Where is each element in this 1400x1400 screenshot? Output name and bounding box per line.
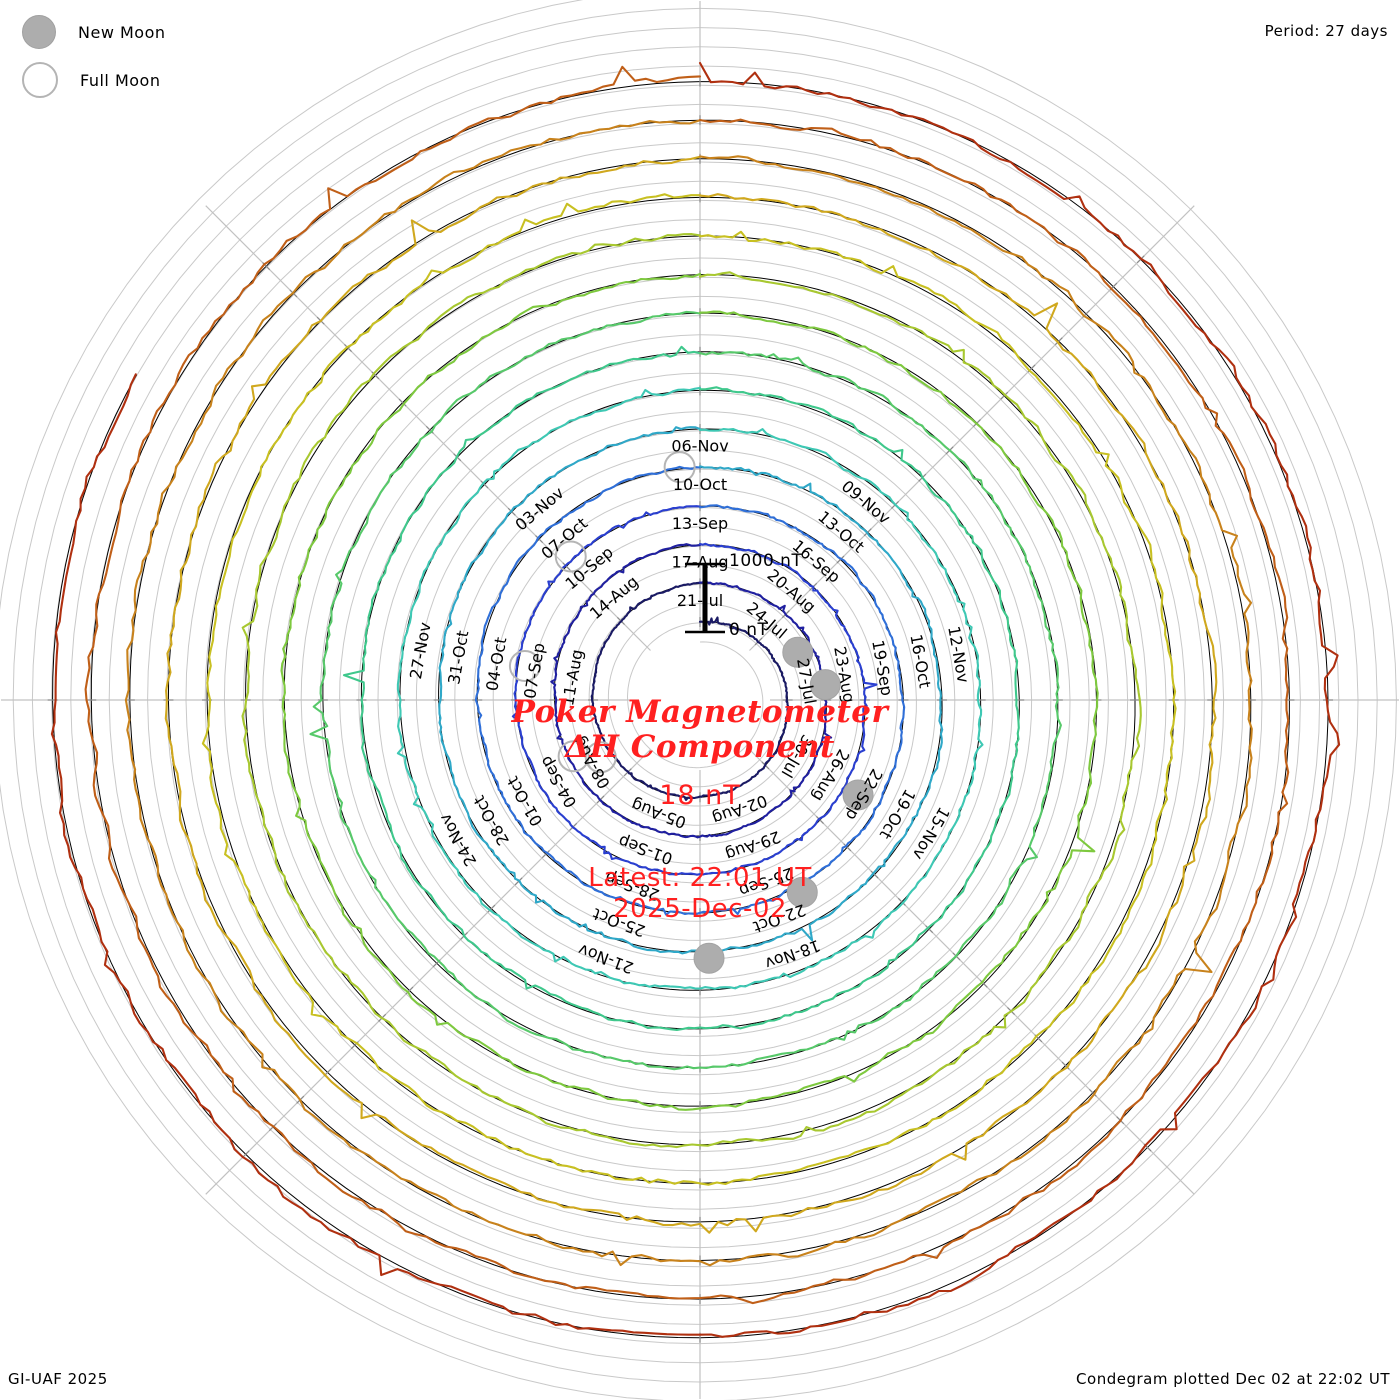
ring-date-label: 28-Sep [603, 868, 662, 905]
amplitude-scale-bar: 1000 nT 0 nT [663, 551, 863, 655]
ring-date-labels: 21-Jul 24-Jul27-Jul30-Jul02-Aug05-Aug08-A… [406, 437, 973, 978]
ring-date-label: 10-Sep [562, 543, 617, 594]
ring-date-label: 11-Aug [558, 648, 587, 707]
ring-date-label: 03-Nov [511, 483, 567, 534]
ring-date-label: 15-Nov [908, 804, 953, 863]
ring-date-label: 31-Oct [444, 629, 472, 686]
ring-date-label: 27-Nov [406, 621, 435, 681]
ring-date-label: 07-Oct [537, 514, 591, 563]
ring-date-label: 06-Nov [671, 437, 728, 456]
ring-date-label: 01-Sep [616, 831, 675, 868]
ring-date-label: 25-Oct [590, 904, 647, 940]
legend-item-full-moon: Full Moon [22, 56, 166, 104]
moon-phase-markers [508, 451, 874, 974]
ring-date-label: 30-Jul [777, 731, 817, 781]
ring-date-label: 21-Nov [576, 940, 636, 977]
scale-bar-glyph [685, 562, 725, 634]
ring-date-label: 21-Jul [677, 591, 723, 610]
magnetometer-traces [50, 61, 1341, 1338]
ring-date-label: 08-Aug [569, 733, 614, 792]
ring-date-label: 19-Sep [868, 639, 896, 698]
ring-date-label: 13-Sep [672, 514, 728, 533]
scale-max-label: 1000 nT [729, 551, 803, 571]
ring-date-label: 16-Oct [906, 633, 934, 690]
ring-date-label: 04-Oct [482, 636, 510, 693]
scale-min-label: 0 nT [729, 620, 769, 640]
ring-date-label: 10-Oct [673, 475, 727, 494]
footer-credit: GI-UAF 2025 [8, 1370, 108, 1388]
ring-date-label: 01-Oct [503, 773, 547, 829]
footer-timestamp: Condegram plotted Dec 02 at 22:02 UT [1076, 1370, 1390, 1388]
ring-date-label: 14-Aug [586, 572, 642, 623]
ring-date-label: 05-Aug [629, 795, 689, 832]
legend-label-full-moon: Full Moon [80, 70, 161, 90]
ring-date-label: 24-Nov [435, 810, 480, 869]
legend-label-new-moon: New Moon [78, 22, 166, 42]
open-circle-icon [22, 62, 58, 98]
ring-date-label: 28-Oct [469, 792, 513, 848]
filled-circle-icon [22, 15, 56, 49]
ring-date-label: 04-Sep [536, 753, 581, 811]
ring-date-label: 17-Aug [671, 552, 728, 571]
period-label: Period: 27 days [1264, 22, 1388, 40]
ring-date-label: 12-Nov [944, 625, 973, 685]
moon-legend: New Moon Full Moon [22, 8, 166, 104]
ring-date-label: 27-Jul [793, 657, 820, 706]
legend-item-new-moon: New Moon [22, 8, 166, 56]
